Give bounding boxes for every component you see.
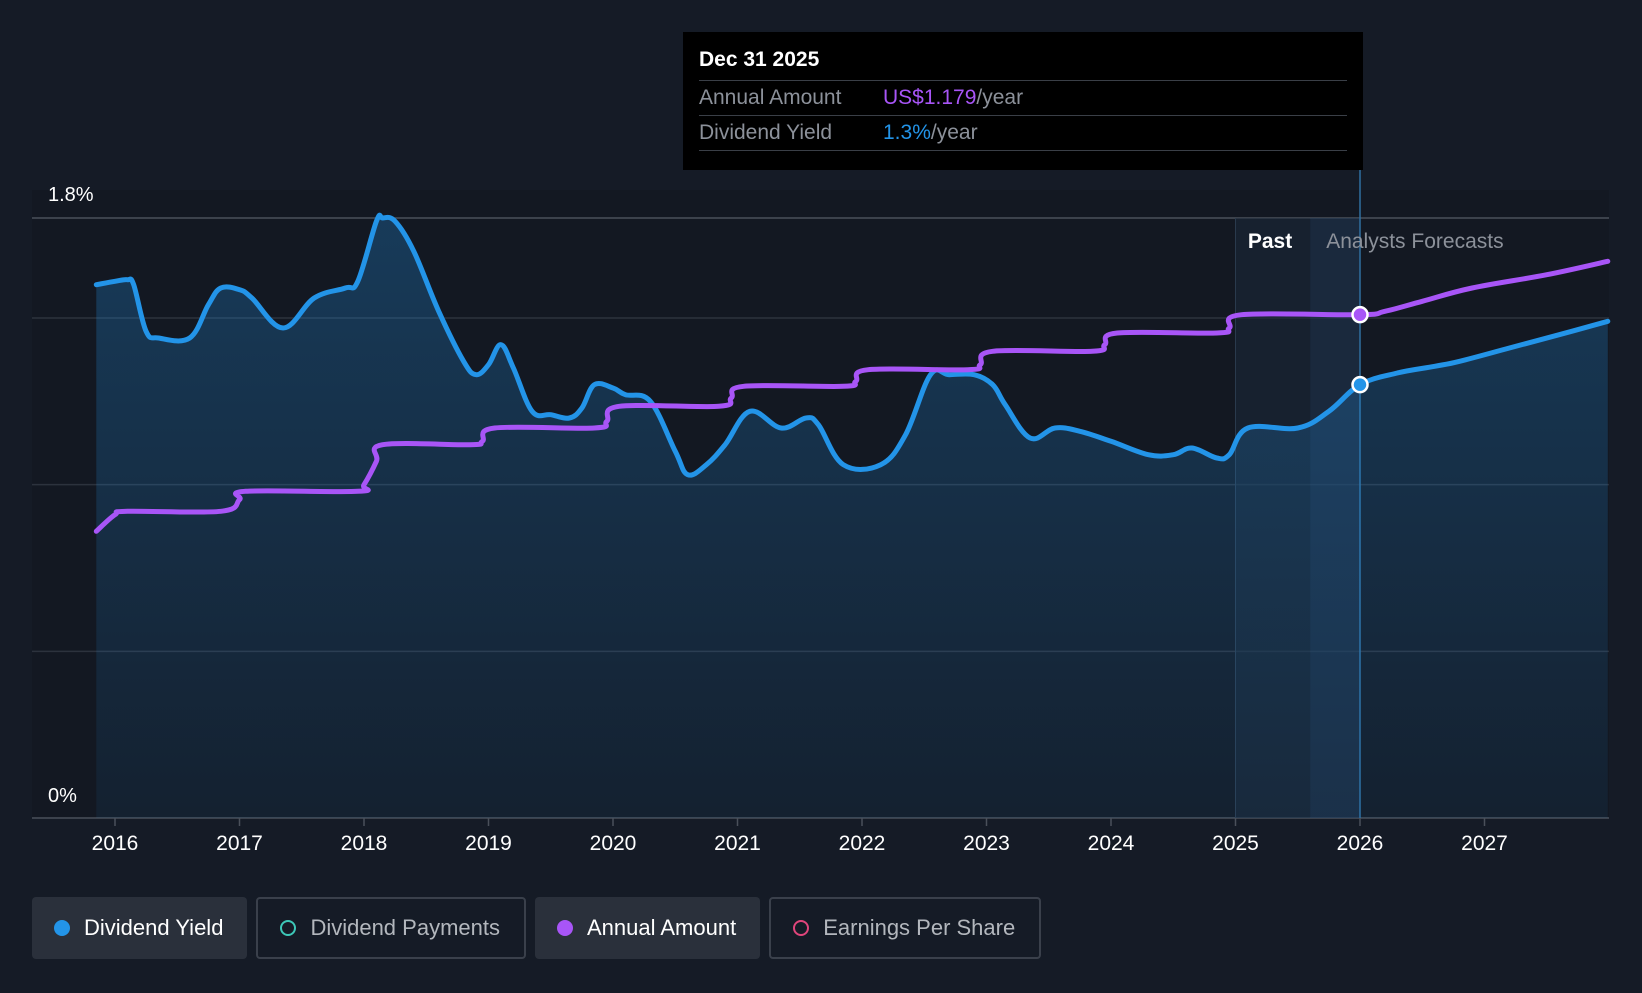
forecast-label: Analysts Forecasts — [1326, 230, 1503, 253]
legend-label: Earnings Per Share — [823, 915, 1016, 940]
chart-legend: Dividend Yield Dividend Payments Annual … — [32, 897, 1042, 959]
tooltip-row-annual-amount: Annual Amount US$1.179 /year — [699, 80, 1347, 115]
hover-tooltip: Dec 31 2025 Annual Amount US$1.179 /year… — [683, 32, 1363, 170]
annual-amount-line — [93, 258, 1611, 534]
x-tick-label: 2025 — [1212, 832, 1259, 855]
dividend-yield-line — [93, 212, 1611, 478]
x-tick-label: 2020 — [590, 832, 637, 855]
x-tick-label: 2023 — [963, 832, 1010, 855]
x-tick-label: 2024 — [1088, 832, 1135, 855]
x-tick-label: 2021 — [714, 832, 761, 855]
y-axis-label: 1.8% — [48, 184, 94, 206]
x-tick-label: 2022 — [839, 832, 886, 855]
y-axis-label: 0% — [48, 785, 77, 807]
x-tick-label: 2019 — [465, 832, 512, 855]
tooltip-unit: /year — [930, 121, 978, 144]
legend-label: Annual Amount — [586, 915, 737, 940]
tooltip-label: Annual Amount — [699, 86, 842, 109]
legend-dot-icon — [54, 920, 70, 936]
legend-ring-icon — [793, 920, 810, 936]
legend-ring-icon — [280, 920, 297, 936]
x-tick-label: 2027 — [1461, 832, 1508, 855]
dividend-yield-area — [96, 215, 1608, 818]
x-tick-label: 2017 — [216, 832, 263, 855]
x-tick-label: 2016 — [92, 832, 139, 855]
x-tick-label: 2026 — [1337, 832, 1384, 855]
legend-toggle-annual-amount[interactable]: Annual Amount — [534, 897, 761, 959]
highlight-point — [1351, 305, 1369, 324]
tooltip-value: US$1.179 — [883, 86, 977, 109]
x-tick-label: 2018 — [341, 832, 388, 855]
tooltip-date: Dec 31 2025 — [699, 48, 820, 71]
legend-toggle-dividend-yield[interactable]: Dividend Yield — [32, 897, 248, 959]
legend-label: Dividend Payments — [310, 915, 500, 940]
legend-label: Dividend Yield — [84, 915, 224, 940]
highlight-point — [1351, 375, 1369, 394]
legend-dot-icon — [556, 920, 573, 936]
tooltip-label: Dividend Yield — [699, 121, 833, 144]
tooltip-value: 1.3% — [883, 121, 931, 144]
tooltip-unit: /year — [976, 86, 1024, 109]
legend-toggle-dividend-payments[interactable]: Dividend Payments — [256, 897, 526, 959]
legend-toggle-earnings-per-share[interactable]: Earnings Per Share — [769, 897, 1042, 959]
past-label: Past — [1248, 230, 1292, 253]
tooltip-row-dividend-yield: Dividend Yield 1.3% /year — [699, 115, 1347, 151]
